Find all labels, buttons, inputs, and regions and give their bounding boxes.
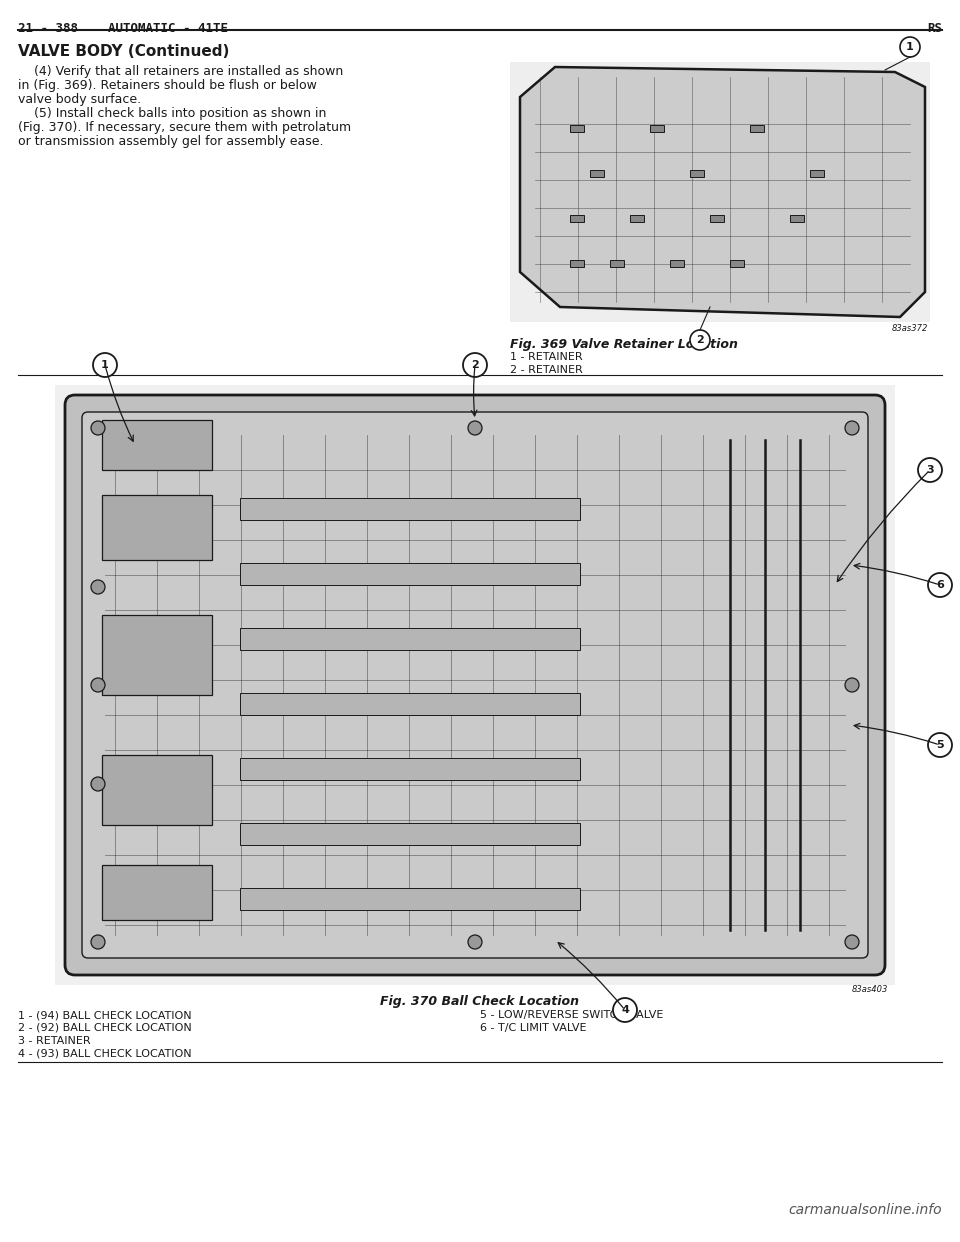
Circle shape [91,421,105,435]
Text: in (Fig. 369). Retainers should be flush or below: in (Fig. 369). Retainers should be flush… [18,79,317,92]
Text: 83as372: 83as372 [892,324,928,333]
Bar [240,628,580,650]
Text: 1 - (94) BALL CHECK LOCATION: 1 - (94) BALL CHECK LOCATION [18,1010,192,1020]
Bar [510,62,930,322]
Bar [710,215,724,222]
Text: carmanualsonline.info: carmanualsonline.info [788,1203,942,1217]
Bar [750,125,764,132]
Text: (Fig. 370). If necessary, secure them with petrolatum: (Fig. 370). If necessary, secure them wi… [18,120,351,134]
Text: RS: RS [927,22,942,35]
Text: valve body surface.: valve body surface. [18,93,141,106]
Text: or transmission assembly gel for assembly ease.: or transmission assembly gel for assembl… [18,135,324,148]
Bar [690,170,704,178]
Text: 3 - RETAINER: 3 - RETAINER [18,1036,90,1046]
Text: 2: 2 [696,335,704,345]
Circle shape [928,573,952,597]
Bar [670,260,684,267]
Bar [610,260,624,267]
Text: 21 - 388    AUTOMATIC - 41TE: 21 - 388 AUTOMATIC - 41TE [18,22,228,35]
Bar [570,215,584,222]
Text: 5 - LOW/REVERSE SWITCH VALVE: 5 - LOW/REVERSE SWITCH VALVE [480,1010,663,1020]
FancyBboxPatch shape [65,395,885,975]
Circle shape [91,678,105,692]
Circle shape [91,580,105,594]
Circle shape [613,999,637,1022]
Bar [102,864,212,920]
Circle shape [91,935,105,949]
Bar [240,823,580,845]
Bar [810,170,824,178]
Bar [240,888,580,910]
Circle shape [93,353,117,378]
Text: 4: 4 [621,1005,629,1015]
Bar [102,496,212,560]
Bar [570,260,584,267]
Text: 4 - (93) BALL CHECK LOCATION: 4 - (93) BALL CHECK LOCATION [18,1049,192,1059]
Circle shape [900,37,920,57]
Bar [790,215,804,222]
Circle shape [845,935,859,949]
Text: 1 - RETAINER: 1 - RETAINER [510,351,583,361]
Text: 2: 2 [471,360,479,370]
Text: 1: 1 [906,42,914,52]
Bar [730,260,744,267]
Bar [650,125,664,132]
Text: 2 - (92) BALL CHECK LOCATION: 2 - (92) BALL CHECK LOCATION [18,1023,192,1033]
Circle shape [918,458,942,482]
Text: VALVE BODY (Continued): VALVE BODY (Continued) [18,43,229,60]
Bar [55,385,895,985]
Bar [240,693,580,715]
Text: 83as403: 83as403 [852,985,888,994]
Bar [102,615,212,696]
Text: (4) Verify that all retainers are installed as shown: (4) Verify that all retainers are instal… [18,65,344,78]
Circle shape [845,678,859,692]
Text: 5: 5 [936,740,944,750]
Bar [102,420,212,469]
Text: 2 - RETAINER: 2 - RETAINER [510,365,583,375]
Bar [102,755,212,825]
Bar [570,125,584,132]
Text: 3: 3 [926,465,934,474]
Text: Fig. 369 Valve Retainer Location: Fig. 369 Valve Retainer Location [510,338,738,351]
Bar [240,498,580,520]
Circle shape [91,777,105,791]
Text: 6: 6 [936,580,944,590]
Text: Fig. 370 Ball Check Location: Fig. 370 Ball Check Location [380,995,580,1009]
Circle shape [468,421,482,435]
Circle shape [845,421,859,435]
Polygon shape [520,67,925,317]
Circle shape [468,935,482,949]
Circle shape [928,733,952,758]
FancyBboxPatch shape [82,412,868,958]
Circle shape [463,353,487,378]
Text: (5) Install check balls into position as shown in: (5) Install check balls into position as… [18,107,326,120]
Bar [590,170,604,178]
Text: 6 - T/C LIMIT VALVE: 6 - T/C LIMIT VALVE [480,1023,587,1033]
Bar [630,215,644,222]
Text: 1: 1 [101,360,108,370]
Circle shape [690,330,710,350]
Bar [240,563,580,585]
Bar [240,758,580,780]
